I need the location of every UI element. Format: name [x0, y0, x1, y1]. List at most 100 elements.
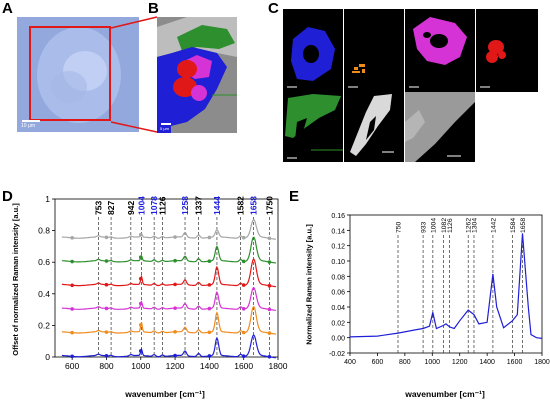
- panel-a-cell-image: 10 µm: [17, 17, 139, 132]
- y-tick-label: 0.6: [38, 257, 50, 267]
- spectrum-marker: [241, 354, 246, 359]
- peak-label: 1658: [249, 196, 259, 215]
- x-tick-label: 1400: [200, 361, 219, 371]
- chart-e-svg: -0.02 0.00 0.02 0.04 0.06 0.08 0.10 0.12 0.14 0.1…: [329, 213, 550, 366]
- peak-label: 942: [126, 201, 136, 215]
- spectrum-marker: [104, 259, 109, 263]
- spectrum-line: [61, 219, 276, 240]
- peak-label: 1304: [471, 218, 478, 233]
- chart-e-ylabel: Normalized Raman intensity [a.u.]: [304, 224, 314, 345]
- chart-d-xlabel: wavenumber [cm⁻¹]: [125, 389, 205, 399]
- x-tick-label: 1200: [166, 361, 185, 371]
- y-tick-label: 0.12: [331, 244, 345, 251]
- plot-frame: [349, 214, 543, 354]
- spectrum-marker: [70, 330, 74, 335]
- spectrum-marker: [138, 255, 143, 260]
- x-tick-label: 800: [99, 361, 113, 371]
- spectrum-marker: [207, 235, 212, 240]
- spectrum-line: [349, 233, 543, 339]
- x-tick-label: 1200: [452, 359, 468, 366]
- x-tick-label: 1600: [507, 359, 523, 366]
- spectrum-marker: [207, 354, 212, 358]
- x-tick-label: 1000: [424, 359, 440, 366]
- peak-label: 1262: [466, 218, 473, 233]
- spectrum-marker: [241, 259, 246, 264]
- peak-label: 1442: [490, 218, 497, 233]
- x-tick-label: 1000: [131, 361, 150, 371]
- cluster-magenta-tile: [405, 9, 475, 92]
- y-tick-label: 0.2: [38, 320, 50, 330]
- peak-label: 1126: [157, 196, 167, 215]
- zoom-connector-lines: [110, 16, 158, 133]
- y-tick-label: -0.02: [329, 351, 345, 358]
- x-tick-label: 800: [399, 359, 411, 366]
- spectrum-marker: [138, 323, 143, 327]
- spectrum-line: [61, 258, 276, 288]
- spectrum-marker: [104, 282, 109, 287]
- cluster-blue-tile: [283, 9, 343, 92]
- spectrum-marker: [267, 307, 272, 312]
- cluster-white-tile: [344, 92, 404, 162]
- spectrum-marker: [70, 236, 74, 240]
- x-tick-label: 1800: [269, 361, 288, 371]
- peak-label: 753: [93, 201, 103, 215]
- spectrum-marker: [207, 330, 212, 335]
- spectrum-marker: [241, 235, 246, 240]
- spectrum-marker: [173, 353, 177, 358]
- y-tick-label: 0.14: [331, 228, 345, 235]
- peak-label: 1004: [430, 218, 437, 233]
- panel-c-label: C: [268, 0, 279, 17]
- spectrum-line: [61, 334, 276, 359]
- spectrum-marker: [138, 301, 143, 306]
- peak-label: 1078: [149, 196, 159, 215]
- panel-a-scalebar-label: 10 µm: [21, 123, 35, 129]
- spectrum-marker: [104, 235, 109, 240]
- spectrum-marker: [173, 258, 177, 263]
- spectrum-marker: [207, 283, 212, 287]
- spectrum-marker: [241, 307, 246, 311]
- cluster-gray-tile: [405, 92, 475, 162]
- spectrum-marker: [173, 282, 177, 287]
- spectrum-marker: [267, 283, 272, 288]
- x-tick-label: 400: [344, 359, 356, 366]
- spectrum-marker: [104, 306, 109, 311]
- x-tick-label: 1600: [234, 361, 253, 371]
- panel-a-scalebar: [22, 120, 40, 122]
- spectrum-marker: [207, 306, 212, 311]
- spectrum-marker: [104, 354, 109, 358]
- peak-label: 1082: [441, 218, 448, 233]
- spectrum-line: [61, 287, 276, 311]
- peak-label: 1258: [180, 196, 190, 215]
- chart-e-xlabel: wavenumber [cm⁻¹]: [405, 389, 485, 399]
- y-tick-label: 0.06: [331, 290, 345, 297]
- chart-d-ylabel: Offset of normalized Raman intensity [a.…: [11, 203, 20, 356]
- panel-b-label: B: [148, 0, 159, 17]
- spectrum-marker: [138, 349, 143, 353]
- y-tick-label: 0.16: [331, 213, 345, 220]
- plot-frame: [54, 198, 279, 358]
- spectrum-marker: [138, 276, 143, 281]
- peak-label: 750: [396, 221, 403, 233]
- spectrum-marker: [70, 354, 74, 359]
- x-tick-label: 1400: [479, 359, 495, 366]
- peak-label: 1750: [264, 196, 274, 215]
- roi-rectangle: [29, 26, 111, 121]
- spectrum-marker: [267, 331, 272, 335]
- spectrum-marker: [70, 283, 74, 288]
- panel-b-scalebar-label: 5 µm: [160, 126, 169, 131]
- spectrum-marker: [104, 330, 109, 334]
- y-tick-label: 1: [45, 194, 50, 204]
- peak-label: 1126: [447, 218, 454, 233]
- y-tick-label: 0.10: [331, 259, 345, 266]
- spectrum-marker: [241, 330, 246, 335]
- spectrum-marker: [267, 354, 272, 359]
- peak-label: 1444: [212, 196, 222, 215]
- panel-b-cluster-map: 5 µm: [157, 17, 237, 133]
- panel-c-cluster-grid: [283, 9, 538, 162]
- panel-a-label: A: [2, 0, 13, 17]
- x-tick-label: 1800: [534, 359, 550, 366]
- peak-label: 933: [421, 221, 428, 233]
- peak-label: 1582: [236, 196, 246, 215]
- cluster-red-tile: [476, 9, 538, 92]
